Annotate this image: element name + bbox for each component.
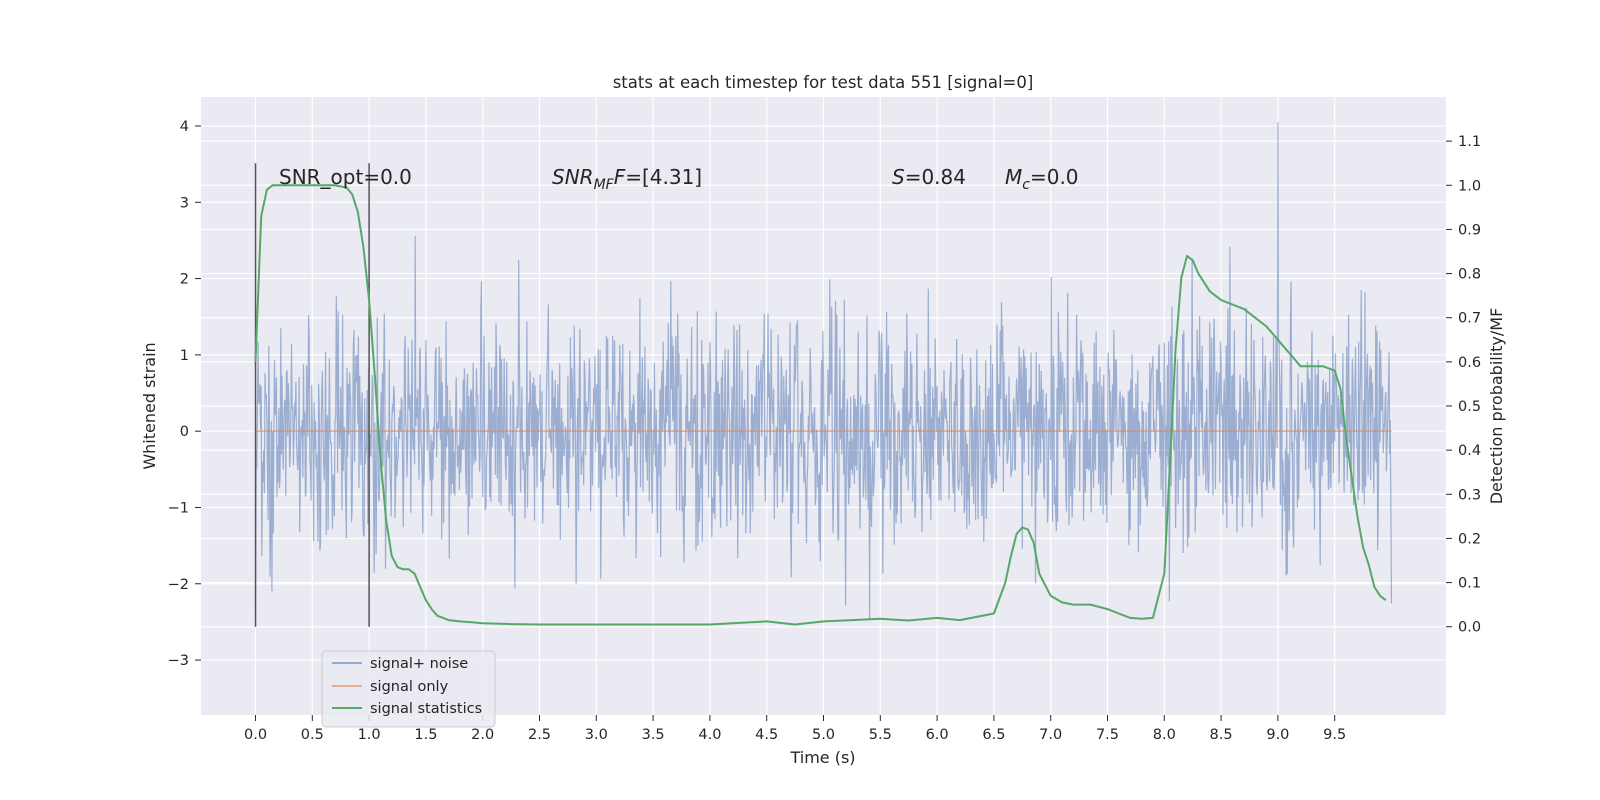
legend-label-signal: signal only bbox=[370, 679, 449, 695]
x-tick-label: 6.5 bbox=[982, 727, 1005, 743]
y-right-tick-label: 0.9 bbox=[1458, 222, 1481, 238]
y-axis-title: Whitened strain bbox=[140, 342, 159, 469]
x-tick-label: 6.0 bbox=[926, 727, 949, 743]
x-tick-label: 3.5 bbox=[642, 727, 665, 743]
y-tick-label: −1 bbox=[168, 500, 189, 516]
x-tick-label: 8.0 bbox=[1153, 727, 1176, 743]
x-tick-label: 1.5 bbox=[414, 727, 437, 743]
y-tick-label: 3 bbox=[180, 195, 189, 211]
legend: signal+ noise signal only signal statist… bbox=[321, 650, 496, 728]
y-tick-label: −3 bbox=[168, 653, 189, 669]
annotation-s: S=0.84 bbox=[892, 165, 966, 189]
x-tick-label: 9.5 bbox=[1323, 727, 1346, 743]
annotation-snr-opt: SNR_opt=0.0 bbox=[279, 165, 412, 189]
x-tick-label: 1.0 bbox=[358, 727, 381, 743]
y-right-tick-label: 0.8 bbox=[1458, 267, 1481, 283]
y-tick-label: −2 bbox=[168, 577, 189, 593]
legend-box bbox=[321, 650, 496, 728]
chart-title: stats at each timestep for test data 551… bbox=[613, 73, 1034, 92]
x-ticks: 0.0 0.5 1.0 1.5 2.0 2.5 3.0 3.5 4.0 4.5 5.0 5.5 6.0 6… bbox=[244, 715, 1346, 743]
stats-series bbox=[254, 184, 1387, 626]
annotation-snr-mf: SNRMFF=[4.31] bbox=[552, 165, 702, 193]
legend-label-noise: signal+ noise bbox=[370, 656, 468, 672]
x-axis-title: Time (s) bbox=[789, 748, 855, 767]
stats-line bbox=[254, 184, 1387, 626]
x-tick-label: 4.5 bbox=[755, 727, 778, 743]
x-tick-label: 5.0 bbox=[812, 727, 835, 743]
y-right-tick-label: 0.4 bbox=[1458, 443, 1481, 459]
noise-series bbox=[254, 122, 1393, 620]
noise-line bbox=[254, 122, 1393, 620]
legend-label-stats: signal statistics bbox=[370, 701, 482, 717]
y-right-tick-label: 0.1 bbox=[1458, 576, 1481, 592]
x-tick-label: 4.0 bbox=[698, 727, 721, 743]
y-right-tick-label: 0.2 bbox=[1458, 531, 1481, 547]
y-right-tick-label: 1.1 bbox=[1458, 134, 1481, 150]
y-right-tick-label: 0.6 bbox=[1458, 355, 1481, 371]
window-lines bbox=[254, 163, 370, 627]
x-tick-label: 8.5 bbox=[1210, 727, 1233, 743]
x-tick-label: 7.0 bbox=[1039, 727, 1062, 743]
x-tick-label: 5.5 bbox=[869, 727, 892, 743]
x-tick-label: 9.0 bbox=[1266, 727, 1289, 743]
x-tick-label: 3.0 bbox=[585, 727, 608, 743]
x-tick-label: 7.5 bbox=[1096, 727, 1119, 743]
y-ticks-right: 0.0 0.1 0.2 0.3 0.4 0.5 0.6 0.7 0.8 0.9 1.0 1.1 bbox=[1446, 134, 1481, 636]
y-right-tick-label: 0.3 bbox=[1458, 487, 1481, 503]
y-right-tick-label: 0.5 bbox=[1458, 399, 1481, 415]
y-tick-label: 0 bbox=[180, 424, 189, 440]
y-right-tick-label: 0.7 bbox=[1458, 311, 1481, 327]
y-tick-label: 2 bbox=[180, 272, 189, 288]
x-tick-label: 0.0 bbox=[244, 727, 267, 743]
annotation-mc: Mc=0.0 bbox=[1005, 165, 1079, 193]
y-tick-label: 1 bbox=[180, 348, 189, 364]
x-tick-label: 2.5 bbox=[528, 727, 551, 743]
y-tick-label: 4 bbox=[180, 119, 189, 135]
y-right-tick-label: 0.0 bbox=[1458, 620, 1481, 636]
y-right-tick-label: 1.0 bbox=[1458, 178, 1481, 194]
x-tick-label: 0.5 bbox=[301, 727, 324, 743]
x-tick-label: 2.0 bbox=[471, 727, 494, 743]
y-ticks: −3 −2 −1 0 1 2 3 4 bbox=[168, 119, 201, 669]
y-axis-right-title: Detection probability/MF bbox=[1487, 308, 1506, 505]
